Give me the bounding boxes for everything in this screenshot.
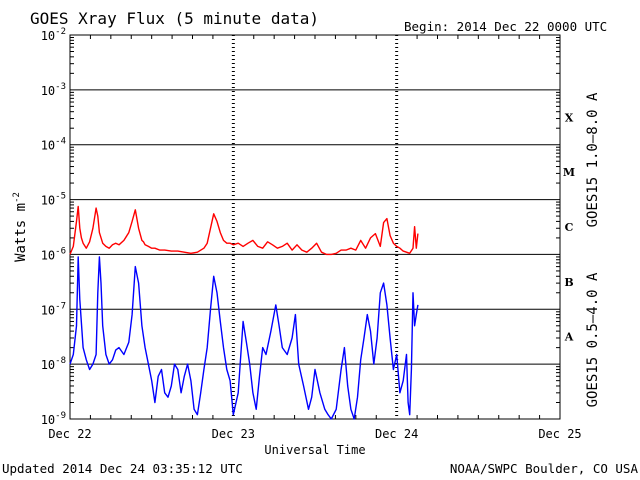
flare-class-label: A bbox=[564, 331, 574, 344]
y-axis-label: Watts m-2 bbox=[12, 192, 29, 262]
flare-class-label: C bbox=[565, 221, 574, 234]
flare-class-label: X bbox=[565, 111, 574, 124]
x-tick-label: Dec 24 bbox=[375, 427, 418, 441]
y-tick-label: 10-5 bbox=[41, 192, 66, 208]
credit-label: NOAA/SWPC Boulder, CO USA bbox=[450, 461, 639, 476]
grid-lines bbox=[70, 35, 560, 419]
x-tick-label: Dec 25 bbox=[538, 427, 581, 441]
y-tick-label: 10-6 bbox=[41, 246, 66, 262]
y-tick-label: 10-9 bbox=[41, 411, 66, 427]
y-tick-label: 10-7 bbox=[41, 301, 66, 317]
x-axis-label: Universal Time bbox=[264, 443, 365, 457]
y-tick-label: 10-3 bbox=[41, 82, 66, 98]
svg-text:Watts m-2: Watts m-2 bbox=[12, 192, 29, 262]
legend-label-short-wavelength: GOES15 0.5–4.0 A bbox=[585, 272, 601, 407]
x-tick-label: Dec 23 bbox=[212, 427, 255, 441]
y-tick-label: 10-4 bbox=[41, 137, 66, 153]
flare-class-labels: A B C M X bbox=[563, 111, 575, 343]
y-axis-label-exponent: -2 bbox=[12, 192, 22, 203]
data-series bbox=[69, 205, 419, 420]
legend-label-long-wavelength: GOES15 1.0–8.0 A bbox=[585, 92, 601, 227]
y-axis-label-text: Watts m bbox=[13, 203, 29, 262]
updated-timestamp: Updated 2014 Dec 24 03:35:12 UTC bbox=[2, 461, 243, 476]
flare-class-label: B bbox=[564, 276, 573, 289]
legend-series-short: GOES15 0.5–4.0 A bbox=[585, 272, 601, 407]
begin-label: Begin: 2014 Dec 22 0000 UTC bbox=[404, 19, 607, 34]
y-axis-ticks: 10-9 10-8 10-7 10-6 10-5 10-4 10-3 10-2 bbox=[41, 27, 560, 427]
x-axis-ticks: Dec 22 Dec 23 Dec 24 Dec 25 bbox=[48, 35, 582, 441]
series-line-long-wavelength bbox=[69, 205, 419, 256]
x-tick-label: Dec 22 bbox=[48, 427, 91, 441]
flare-class-label: M bbox=[563, 166, 575, 179]
series-line-short-wavelength bbox=[69, 256, 419, 420]
y-tick-label: 10-8 bbox=[41, 356, 66, 372]
chart-title: GOES Xray Flux (5 minute data) bbox=[30, 9, 319, 28]
plot-frame bbox=[69, 34, 561, 420]
y-tick-label: 10-2 bbox=[41, 27, 66, 43]
legend-series-long: GOES15 1.0–8.0 A bbox=[585, 92, 601, 227]
